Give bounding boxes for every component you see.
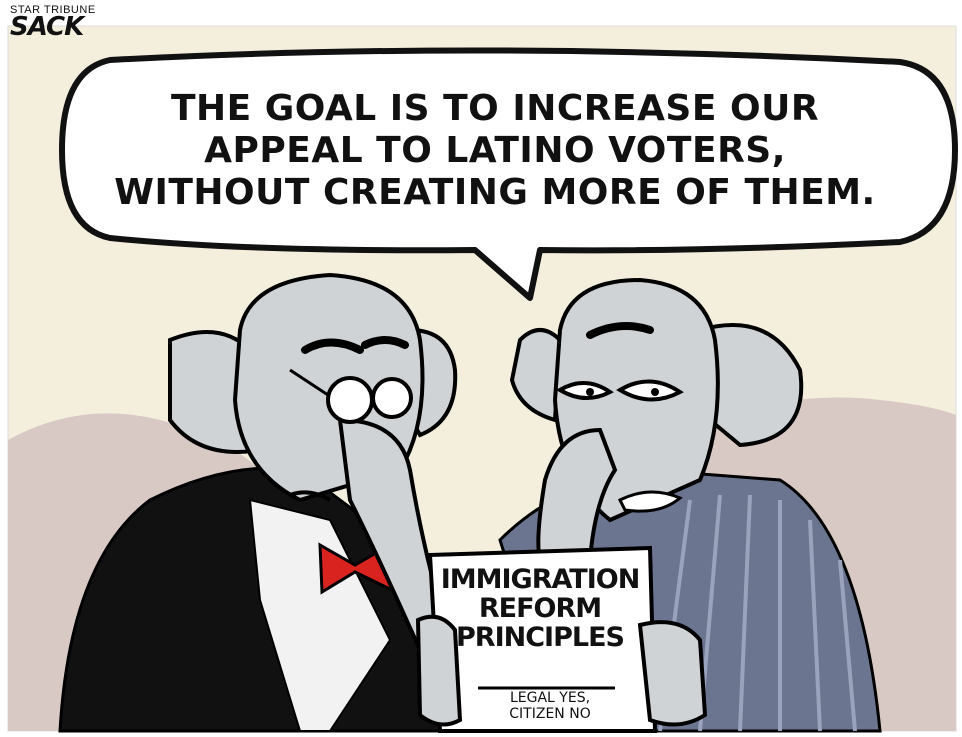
left-hand — [415, 614, 463, 727]
credit-logo: STAR TRIBUNE SACK — [10, 4, 96, 42]
document-sub-line: LEGAL YES, — [509, 690, 591, 706]
document-title-line: PRINCIPLES — [456, 622, 625, 653]
left-glasses-lens — [326, 376, 374, 424]
document-title-line: REFORM — [478, 593, 602, 624]
left-shirt — [248, 498, 392, 732]
left-brow-2 — [361, 336, 409, 349]
right-pupil-2 — [651, 388, 659, 396]
speech-bubble-text: THE GOAL IS TO INCREASE OUR APPEAL TO LA… — [95, 88, 895, 214]
speech-line: APPEAL TO LATINO VOTERS, — [204, 130, 786, 171]
right-brow — [586, 322, 654, 339]
document-title: IMMIGRATION REFORM PRINCIPLES — [440, 564, 641, 653]
right-trunk — [536, 427, 618, 562]
document-title-line: IMMIGRATION — [440, 564, 641, 595]
right-hand — [637, 620, 708, 727]
speech-bubble — [59, 47, 958, 301]
right-ear-left — [509, 328, 563, 423]
left-elephant — [58, 272, 458, 733]
left-glasses-lens-2 — [371, 377, 413, 419]
right-suit-stripes — [658, 494, 857, 732]
artist-signature: SACK — [10, 12, 84, 42]
left-glasses-temple — [289, 368, 329, 397]
left-brow — [301, 338, 364, 354]
document-subtitle: LEGAL YES, CITIZEN NO — [470, 690, 630, 722]
left-mouth — [289, 490, 332, 502]
document-sub-line: CITIZEN NO — [509, 706, 591, 722]
right-ear-right — [697, 323, 804, 448]
speech-line: THE GOAL IS TO INCREASE OUR — [170, 88, 820, 129]
newspaper-name: STAR TRIBUNE — [10, 4, 96, 16]
right-mouth — [617, 490, 683, 513]
right-eye — [556, 381, 614, 400]
right-eye-2 — [616, 379, 684, 402]
speech-line: WITHOUT CREATING MORE OF THEM. — [114, 172, 876, 213]
right-pupil — [586, 388, 594, 396]
